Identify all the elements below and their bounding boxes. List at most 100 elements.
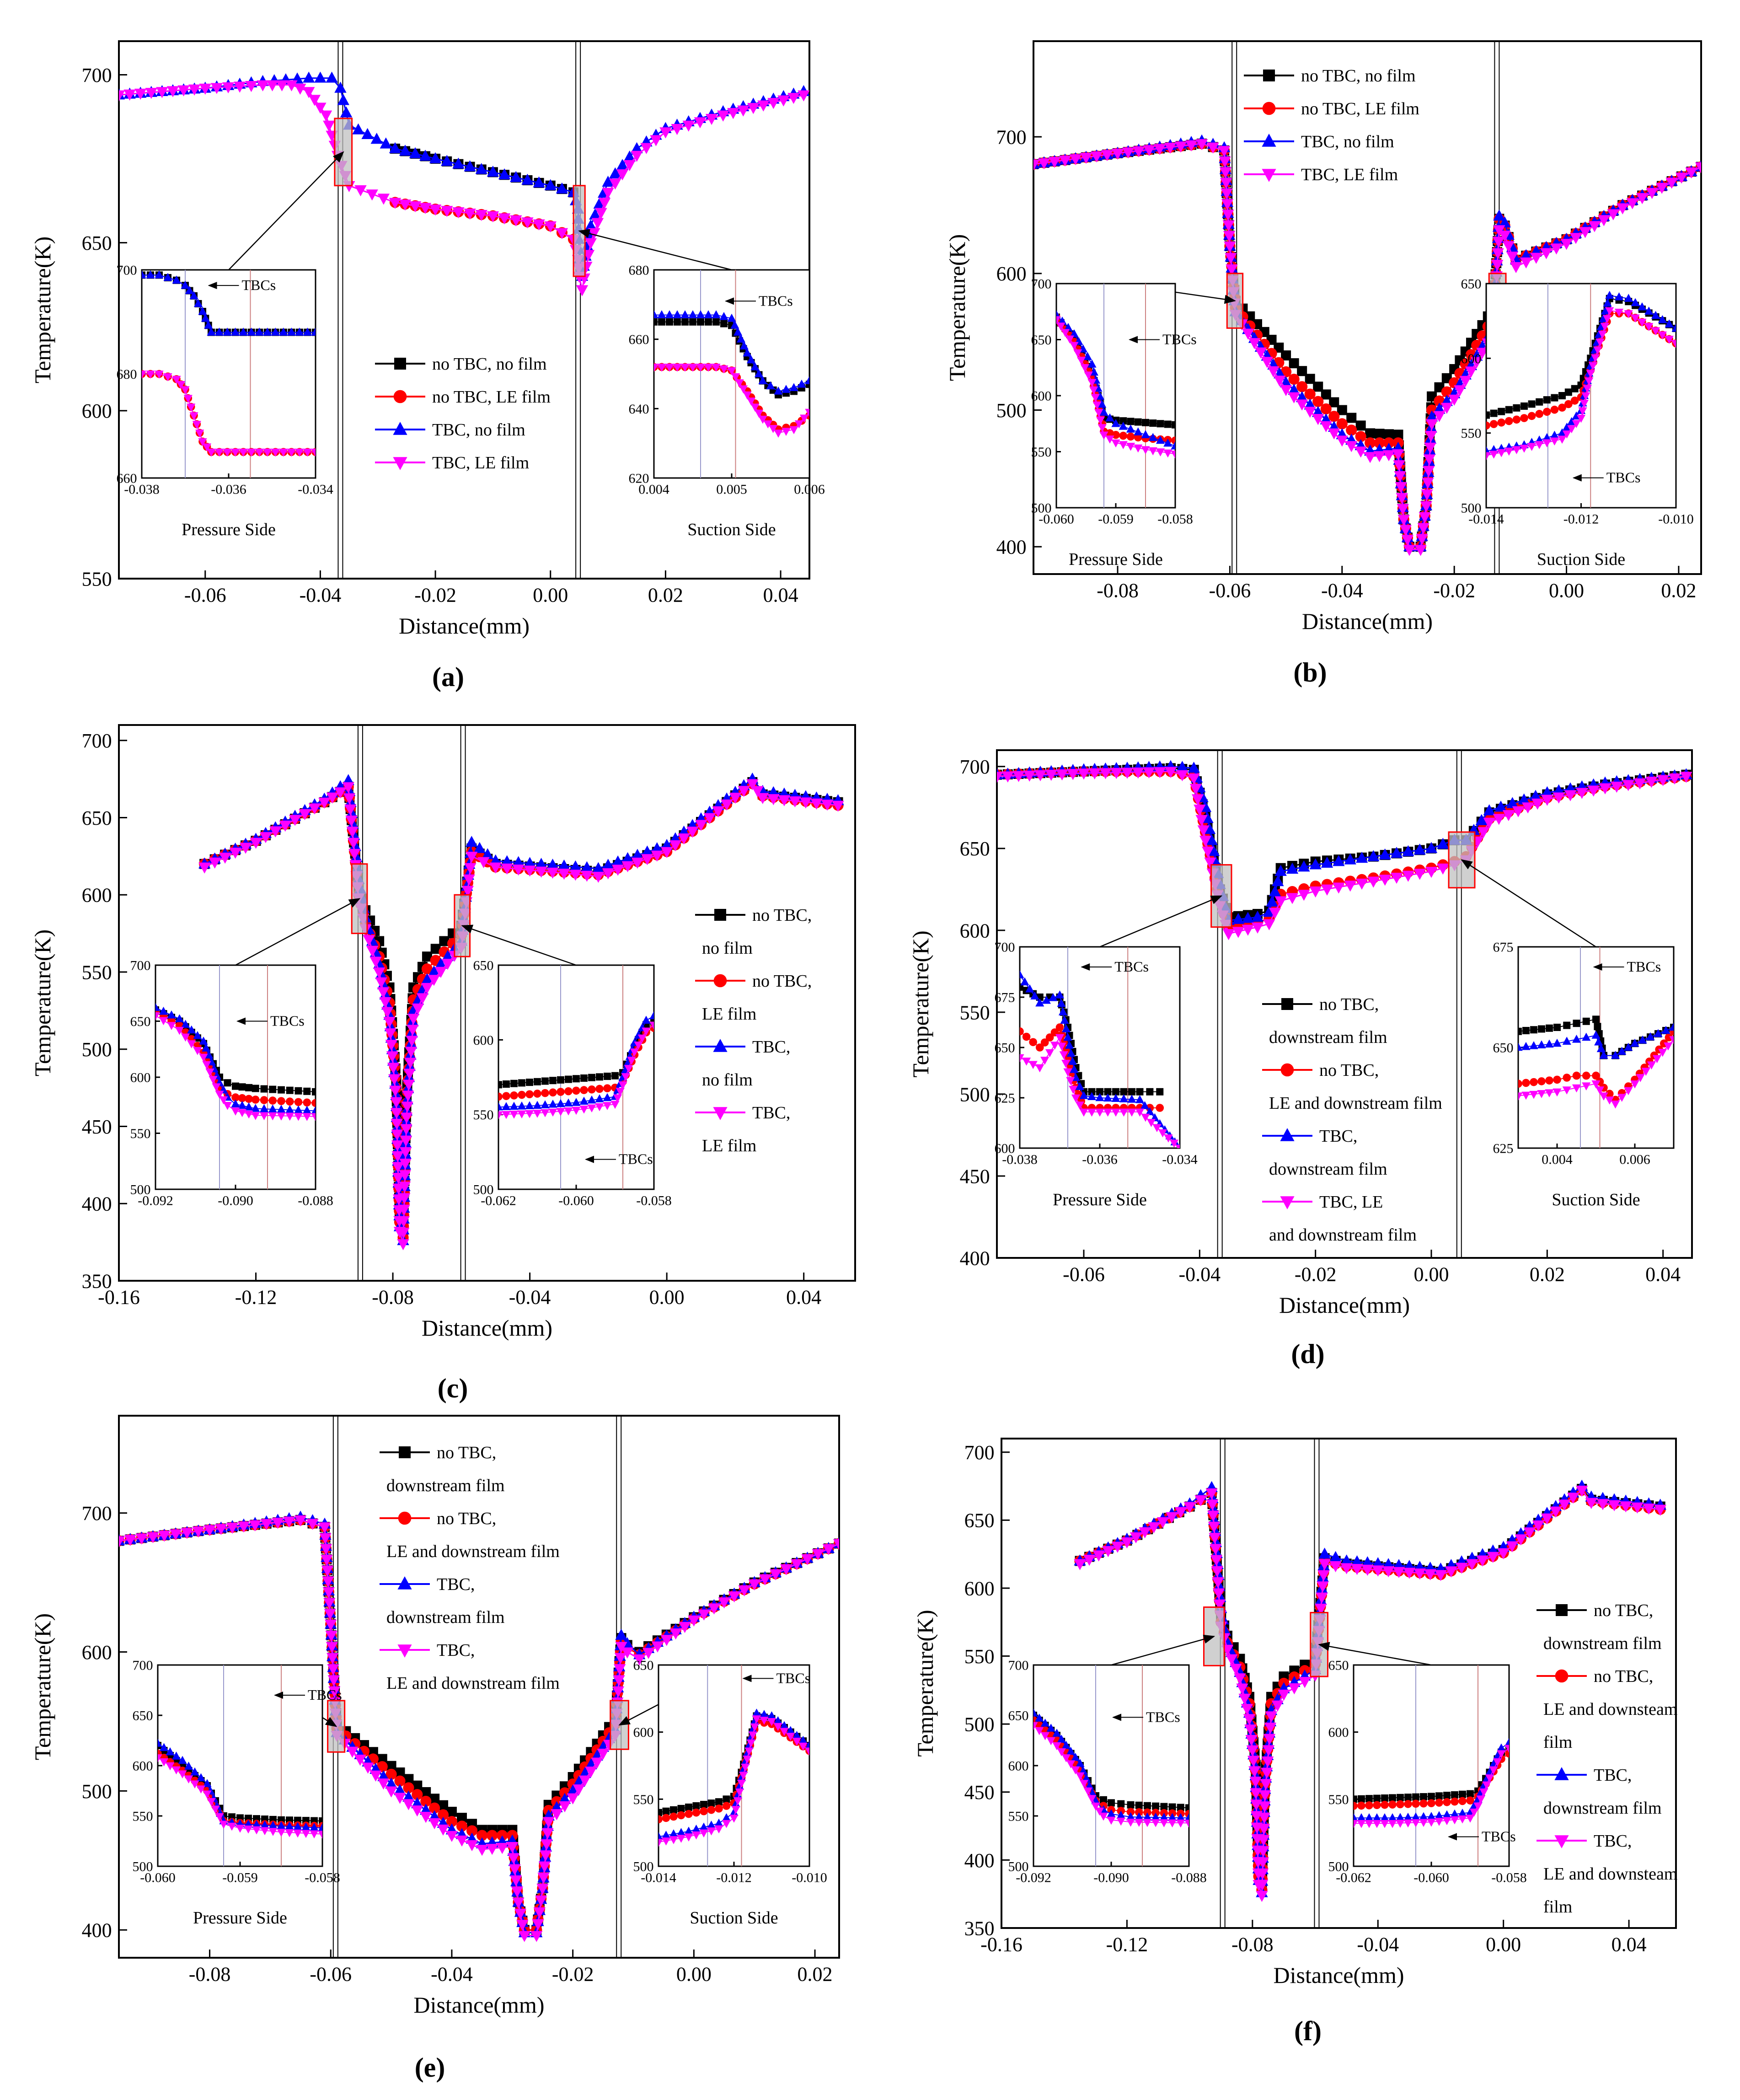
marker — [565, 1075, 572, 1083]
marker — [569, 870, 582, 881]
marker — [1315, 1604, 1327, 1615]
marker — [684, 1833, 693, 1842]
marker — [649, 1011, 654, 1020]
marker — [1411, 1819, 1420, 1827]
marker — [692, 1808, 701, 1817]
marker — [1052, 1729, 1061, 1737]
legend-label: TBC, — [1594, 1766, 1632, 1785]
marker — [717, 110, 729, 122]
marker — [377, 1770, 390, 1782]
x-tick-label: -0.090 — [218, 1193, 253, 1208]
marker — [1184, 1813, 1189, 1821]
series-group — [198, 772, 844, 1251]
marker — [1403, 1819, 1413, 1828]
marker — [1119, 421, 1128, 430]
marker — [251, 1104, 260, 1112]
y-tick-label: 550 — [82, 961, 112, 983]
marker — [1171, 451, 1175, 459]
marker — [1576, 414, 1586, 423]
marker — [1134, 418, 1142, 426]
marker — [746, 1739, 755, 1748]
marker — [119, 90, 125, 102]
marker — [385, 1786, 397, 1798]
marker — [303, 448, 312, 457]
y-tick-label: 550 — [1328, 1792, 1349, 1807]
marker — [181, 1033, 190, 1042]
marker — [1374, 437, 1385, 449]
marker — [1126, 1812, 1135, 1821]
marker — [1592, 1015, 1600, 1023]
marker — [735, 1782, 744, 1790]
marker — [1361, 1556, 1374, 1568]
marker — [1396, 1813, 1405, 1821]
marker — [1537, 1090, 1546, 1098]
marker — [269, 826, 282, 838]
marker — [591, 1757, 603, 1769]
marker — [557, 1076, 564, 1084]
marker — [1357, 1813, 1366, 1821]
marker — [1264, 1723, 1277, 1734]
marker — [1591, 1031, 1601, 1039]
marker — [1671, 323, 1676, 332]
marker — [1055, 990, 1065, 999]
marker — [1512, 415, 1521, 424]
marker — [1336, 435, 1348, 447]
marker — [263, 328, 272, 336]
marker — [564, 1107, 573, 1116]
marker — [1636, 193, 1649, 204]
marker — [1497, 449, 1506, 457]
marker — [1207, 142, 1219, 154]
marker — [255, 448, 264, 457]
marker — [1111, 149, 1124, 160]
legend-label: LE and downsteam — [1543, 1864, 1677, 1884]
x-tick-label: -0.08 — [1097, 580, 1139, 602]
marker — [1493, 1758, 1502, 1767]
marker — [592, 871, 605, 883]
marker — [674, 318, 681, 326]
marker — [1646, 188, 1658, 199]
marker — [1596, 1044, 1606, 1053]
marker — [193, 299, 203, 307]
marker — [789, 796, 801, 808]
marker — [707, 1806, 716, 1814]
marker — [1355, 878, 1368, 890]
marker — [1451, 1791, 1458, 1799]
marker — [352, 123, 364, 134]
tbcs-label: TBCs — [1146, 1708, 1180, 1725]
marker — [159, 1758, 169, 1767]
marker — [685, 1803, 692, 1811]
marker — [1085, 1781, 1094, 1789]
x-tick-label: -0.038 — [1002, 1152, 1038, 1167]
marker — [189, 291, 198, 300]
marker — [1148, 433, 1157, 441]
marker — [155, 270, 164, 279]
marker — [1289, 358, 1299, 369]
marker — [1020, 1054, 1024, 1063]
marker — [428, 975, 440, 986]
marker — [199, 1053, 208, 1062]
marker — [533, 1090, 541, 1098]
marker — [1631, 298, 1640, 306]
marker — [678, 833, 690, 845]
marker — [1611, 1101, 1620, 1109]
marker — [720, 320, 728, 328]
marker — [557, 1088, 565, 1096]
marker — [477, 857, 490, 868]
marker — [1477, 827, 1490, 838]
marker — [1567, 1493, 1579, 1504]
marker — [1088, 768, 1101, 779]
marker — [533, 1110, 542, 1118]
marker — [1421, 489, 1433, 501]
marker — [1207, 845, 1220, 856]
marker — [621, 861, 634, 872]
y-axis-title: Temperature(K) — [30, 929, 55, 1076]
y-tick-label: 550 — [633, 1792, 654, 1807]
x-tick-label: -0.08 — [1231, 1934, 1274, 1956]
marker — [1320, 421, 1332, 432]
marker — [229, 848, 241, 859]
marker — [810, 798, 823, 810]
marker — [1641, 1068, 1650, 1076]
marker — [1121, 768, 1134, 779]
marker — [677, 1805, 685, 1812]
